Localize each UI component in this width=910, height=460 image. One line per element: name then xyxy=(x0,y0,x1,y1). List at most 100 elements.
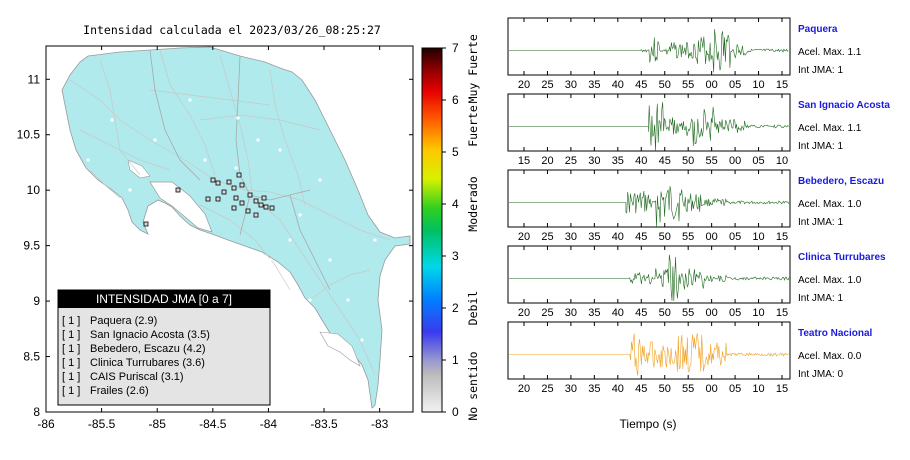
waveform-tick-label: 55 xyxy=(682,79,694,91)
intensity-colorbar: 0 1 2 3 4 5 6 7 No sentido Debil Moderado Fuerte Muy… xyxy=(421,34,480,421)
map-x-tick-label: -86 xyxy=(37,417,55,431)
colorbar-tick-label: 2 xyxy=(452,301,459,315)
legend-title: INTENSIDAD JMA [0 a 7] xyxy=(96,292,232,306)
waveform-trace xyxy=(509,333,790,376)
map-y-tick-label: 9.5 xyxy=(23,239,40,253)
legend-item: [ 1 ] Frailes (2.6) xyxy=(62,385,149,397)
legend-item-badge: [ 1 ] xyxy=(62,357,80,369)
costa-rica-land xyxy=(61,46,411,409)
waveform-tick-label: 55 xyxy=(706,155,718,167)
waveform-tick-label: 30 xyxy=(565,79,577,91)
map-y-tick-label: 10 xyxy=(27,183,41,197)
waveform-tick-label: 45 xyxy=(635,231,647,243)
waveform-frame xyxy=(507,17,791,76)
legend-item-label: Clinica Turrubares (3.6) xyxy=(90,357,205,369)
legend-item: [ 1 ] San Ignacio Acosta (3.5) xyxy=(62,329,210,341)
map-title: Intensidad calculada el 2023/03/26_08:25… xyxy=(83,23,381,37)
station-accel: Acel. Max. 1.0 xyxy=(798,275,862,286)
waveform-tick-label: 05 xyxy=(729,231,741,243)
map-x-tick-label: -84.5 xyxy=(199,417,227,431)
waveform-tick-label: 35 xyxy=(612,155,624,167)
waveform-frame xyxy=(507,93,791,152)
station-markers xyxy=(143,172,275,227)
waveform-tick-label: 40 xyxy=(612,231,624,243)
waveform-tick-label: 10 xyxy=(752,307,764,319)
waveform-tick-label: 55 xyxy=(682,383,694,395)
waveform-tick-label: 20 xyxy=(518,79,530,91)
station-accel: Acel. Max. 1.1 xyxy=(798,123,862,134)
legend-item-badge: [ 1 ] xyxy=(62,329,80,341)
waveform-tick-label: 35 xyxy=(588,307,600,319)
station-name: Teatro Nacional xyxy=(798,328,872,339)
waveform-tick-label: 35 xyxy=(588,79,600,91)
waveform-tick-label: 25 xyxy=(565,155,577,167)
waveform-tick-label: 55 xyxy=(682,231,694,243)
waveform-tick-label: 45 xyxy=(659,155,671,167)
colorbar-category-label: Muy Fuerte xyxy=(466,34,480,103)
waveform-tick-label: 30 xyxy=(588,155,600,167)
map-frame xyxy=(45,45,414,413)
map-y-tick-label: 11 xyxy=(28,72,41,86)
waveform-tick-label: 15 xyxy=(776,307,788,319)
golfo-dulce xyxy=(319,331,361,367)
colorbar-category-label: Debil xyxy=(466,291,480,326)
waveform-tick-label: 45 xyxy=(635,383,647,395)
waveform-frame xyxy=(507,321,791,380)
waveform-tick-label: 50 xyxy=(659,307,671,319)
waveform-panels: 20 25 30 35 40 45 50 55 00 05 10 15 Paquera Acel. Max… xyxy=(507,17,890,395)
waveform-tick-label: 25 xyxy=(541,231,553,243)
waveform-tick-label: 15 xyxy=(776,231,788,243)
waveform-tick-label: 45 xyxy=(635,79,647,91)
waveform-tick-label: 00 xyxy=(706,307,718,319)
waveform-tick-label: 10 xyxy=(752,79,764,91)
station-jma-intensity: Int JMA: 1 xyxy=(798,65,843,76)
waveform-tick-label: 00 xyxy=(706,383,718,395)
waveform-frame xyxy=(507,245,791,304)
waveform-tick-label: 30 xyxy=(565,231,577,243)
map-x-tick-label: -85.5 xyxy=(88,417,116,431)
station-name: Bebedero, Escazu xyxy=(798,176,884,187)
waveform-tick-label: 20 xyxy=(518,383,530,395)
waveform-tick-label: 20 xyxy=(518,307,530,319)
legend-header xyxy=(58,290,270,308)
province-borders xyxy=(149,49,331,291)
waveform-tick-label: 00 xyxy=(706,79,718,91)
waveform-tick-label: 35 xyxy=(588,383,600,395)
legend-item-badge: [ 1 ] xyxy=(62,343,80,355)
town-markers xyxy=(86,98,377,342)
colorbar-gradient xyxy=(421,47,443,413)
colorbar-tick-label: 6 xyxy=(452,93,459,107)
waveform-tick-label: 35 xyxy=(588,231,600,243)
legend-item-badge: [ 1 ] xyxy=(62,385,80,397)
waveform-tick-label: 50 xyxy=(659,383,671,395)
waveform-tick-label: 30 xyxy=(565,307,577,319)
legend-item: [ 1 ] Paquera (2.9) xyxy=(62,315,157,327)
waveform-panel: 20 25 30 35 40 45 50 55 00 05 10 15 Paquera Acel. Max… xyxy=(507,17,862,91)
waveform-trace xyxy=(509,102,789,152)
waveform-tick-label: 55 xyxy=(682,307,694,319)
station-jma-intensity: Int JMA: 1 xyxy=(798,293,843,304)
station-name: Paquera xyxy=(798,24,838,35)
waveform-trace xyxy=(509,29,789,73)
station-name: Clinica Turrubares xyxy=(798,252,886,263)
waveform-tick-label: 45 xyxy=(635,307,647,319)
station-accel: Acel. Max. 0.0 xyxy=(798,351,862,362)
waveform-tick-label: 40 xyxy=(635,155,647,167)
station-name: San Ignacio Acosta xyxy=(798,100,890,111)
colorbar-tick-label: 4 xyxy=(452,197,459,211)
station-jma-intensity: Int JMA: 1 xyxy=(798,217,843,228)
legend-item-badge: [ 1 ] xyxy=(62,371,80,383)
station-accel: Acel. Max. 1.1 xyxy=(798,47,862,58)
map-y-tick-label: 10.5 xyxy=(17,128,41,142)
waveform-tick-label: 05 xyxy=(729,307,741,319)
lake-arenal xyxy=(127,159,151,179)
waveform-tick-label: 00 xyxy=(729,155,741,167)
station-accel: Acel. Max. 1.0 xyxy=(798,199,862,210)
legend-item-badge: [ 1 ] xyxy=(62,315,80,327)
waveform-tick-label: 25 xyxy=(541,383,553,395)
waveform-tick-label: 15 xyxy=(776,79,788,91)
waveform-panel: 20 25 30 35 40 45 50 55 00 05 10 15 Bebedero, Escazu… xyxy=(507,169,884,243)
colorbar-category-label: No sentido xyxy=(466,351,480,420)
colorbar-category-label: Moderado xyxy=(466,176,480,231)
legend-item: [ 1 ] Clinica Turrubares (3.6) xyxy=(62,357,205,369)
